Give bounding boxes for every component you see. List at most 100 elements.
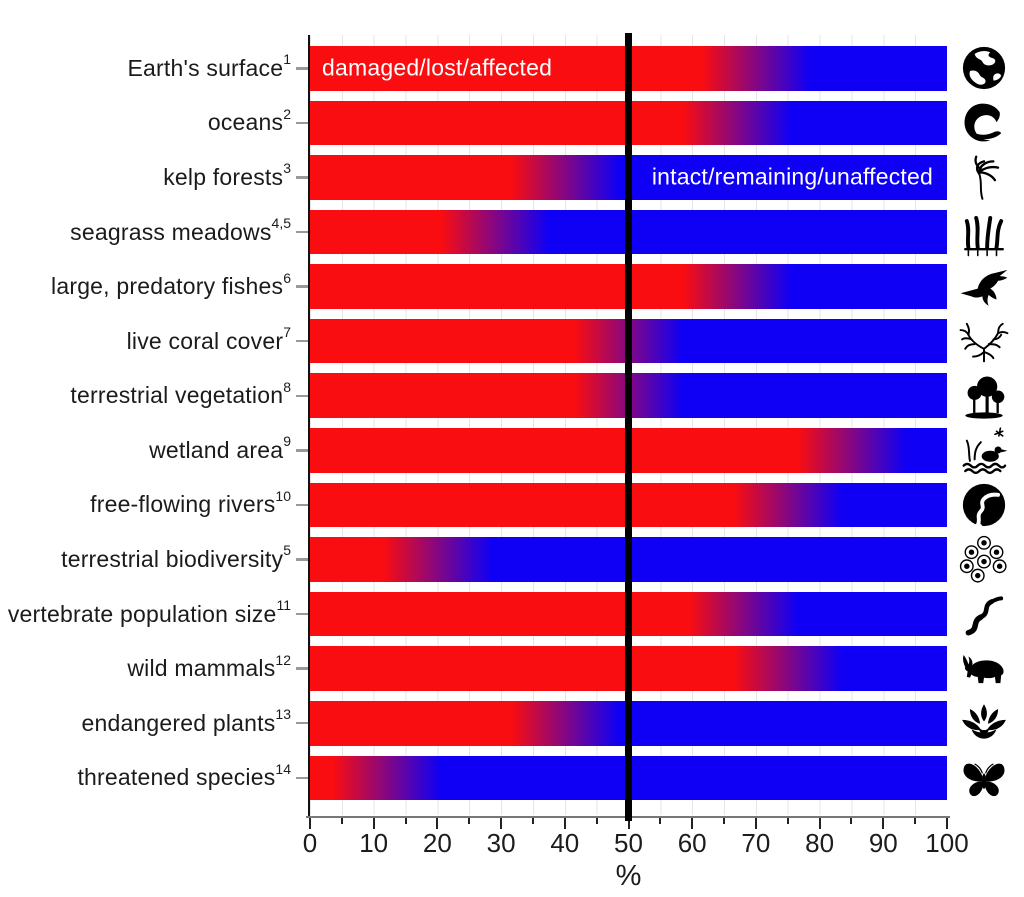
category-label: wild mammals [127, 655, 276, 682]
category-reference-number: 9 [283, 433, 291, 450]
rhino-icon [944, 646, 1024, 691]
x-tick-label: 10 [359, 828, 389, 858]
category-label: vertebrate population size [7, 600, 277, 627]
x-major-tick [818, 818, 821, 829]
x-minor-tick [723, 818, 726, 824]
category-label-row: Earth's surface 1 [0, 46, 308, 91]
category-label-row: terrestrial vegetation 8 [0, 373, 308, 418]
category-reference-number: 4,5 [271, 215, 291, 232]
x-major-tick [946, 818, 948, 829]
category-label-row: endangered plants 13 [0, 701, 308, 746]
category-label-row: terrestrial biodiversity 5 [0, 537, 308, 582]
icons-column [944, 35, 1024, 815]
category-label: seagrass meadows [70, 218, 272, 245]
category-reference-number: 12 [275, 651, 291, 668]
x-major-tick [691, 818, 694, 829]
category-label: live coral cover [126, 327, 284, 354]
y-axis-tick [296, 721, 308, 725]
biodiversity-circles-icon [944, 535, 1024, 583]
fifty-percent-reference-line [625, 33, 632, 821]
y-axis-tick [296, 503, 308, 507]
category-label-row: oceans 2 [0, 101, 308, 146]
x-major-tick [309, 818, 311, 829]
x-tick-label: 100 [925, 828, 969, 858]
x-major-tick [563, 818, 566, 829]
x-major-tick [882, 818, 885, 829]
butterfly-icon [944, 756, 1024, 801]
ocean-wave-icon [944, 101, 1024, 146]
seagrass-icon [944, 210, 1024, 257]
x-tick-label: 0 [302, 828, 318, 858]
x-tick-label: 40 [550, 828, 580, 858]
category-label-row: vertebrate population size 11 [0, 592, 308, 637]
category-label: oceans [207, 109, 284, 136]
category-label: endangered plants [81, 709, 276, 736]
marlin-icon [944, 264, 1024, 309]
y-axis-tick [296, 667, 308, 670]
category-label-row: free-flowing rivers 10 [0, 483, 308, 528]
wetland-duck-icon [944, 427, 1024, 475]
y-axis-tick [296, 394, 308, 397]
category-label: kelp forests [163, 163, 284, 190]
x-axis-label: % [615, 860, 642, 892]
y-axis-tick [296, 67, 308, 70]
category-label: wetland area [149, 436, 284, 463]
category-label-row: live coral cover 7 [0, 319, 308, 364]
x-minor-tick [340, 818, 343, 824]
trees-icon [944, 373, 1024, 419]
y-axis-tick [296, 558, 308, 561]
category-label-row: kelp forests 3 [0, 155, 308, 200]
category-reference-number: 5 [283, 542, 291, 559]
x-tick-label: 70 [741, 828, 771, 858]
x-tick-label: 60 [677, 828, 707, 858]
y-axis-tick [296, 176, 308, 179]
category-reference-number: 8 [283, 378, 291, 395]
category-label: terrestrial biodiversity [61, 545, 284, 572]
category-reference-number: 13 [275, 706, 291, 723]
category-reference-number: 3 [283, 160, 291, 177]
y-axis-line [308, 35, 310, 816]
y-axis-tick [296, 449, 308, 452]
x-tick-label: 30 [486, 828, 516, 858]
category-label-row: wild mammals 12 [0, 646, 308, 691]
y-axis-tick [296, 339, 308, 343]
y-axis-tick [296, 285, 308, 288]
category-label: Earth's surface [127, 54, 284, 81]
category-label: free-flowing rivers [90, 491, 276, 518]
category-reference-number: 14 [275, 760, 291, 777]
x-major-tick [372, 818, 375, 829]
kelp-icon [944, 155, 1024, 201]
y-axis-tick [296, 121, 308, 125]
y-axis-tick [296, 230, 308, 234]
category-reference-number: 7 [283, 324, 291, 341]
x-minor-tick [914, 818, 917, 824]
y-axis-tick [296, 612, 308, 616]
category-reference-number: 10 [275, 487, 291, 504]
x-minor-tick [659, 818, 662, 824]
x-minor-tick [850, 818, 853, 824]
category-label-row: seagrass meadows 4,5 [0, 210, 308, 255]
snake-icon [944, 592, 1024, 637]
globe-icon [944, 46, 1024, 91]
x-tick-label: 90 [868, 828, 898, 858]
x-tick-label: 50 [614, 828, 643, 858]
x-minor-tick [468, 818, 471, 824]
category-label-row: large, predatory fishes 6 [0, 264, 308, 309]
lotus-icon [944, 701, 1024, 746]
x-minor-tick [531, 818, 534, 824]
category-reference-number: 1 [283, 51, 291, 68]
category-reference-number: 11 [276, 597, 291, 614]
coral-icon [944, 319, 1024, 364]
category-label-row: wetland area 9 [0, 428, 308, 473]
category-label: terrestrial vegetation [70, 382, 284, 409]
category-reference-number: 2 [283, 105, 291, 122]
x-minor-tick [404, 818, 407, 824]
x-major-tick [627, 818, 630, 829]
x-tick-label: 80 [805, 828, 835, 858]
damaged-series-label: damaged/lost/affected [322, 54, 553, 81]
category-label: threatened species [77, 764, 276, 791]
category-labels: Earth's surface 1 oceans 2 kelp forests 3 seag… [0, 35, 308, 815]
river-icon [944, 483, 1024, 528]
x-major-tick [436, 818, 439, 829]
